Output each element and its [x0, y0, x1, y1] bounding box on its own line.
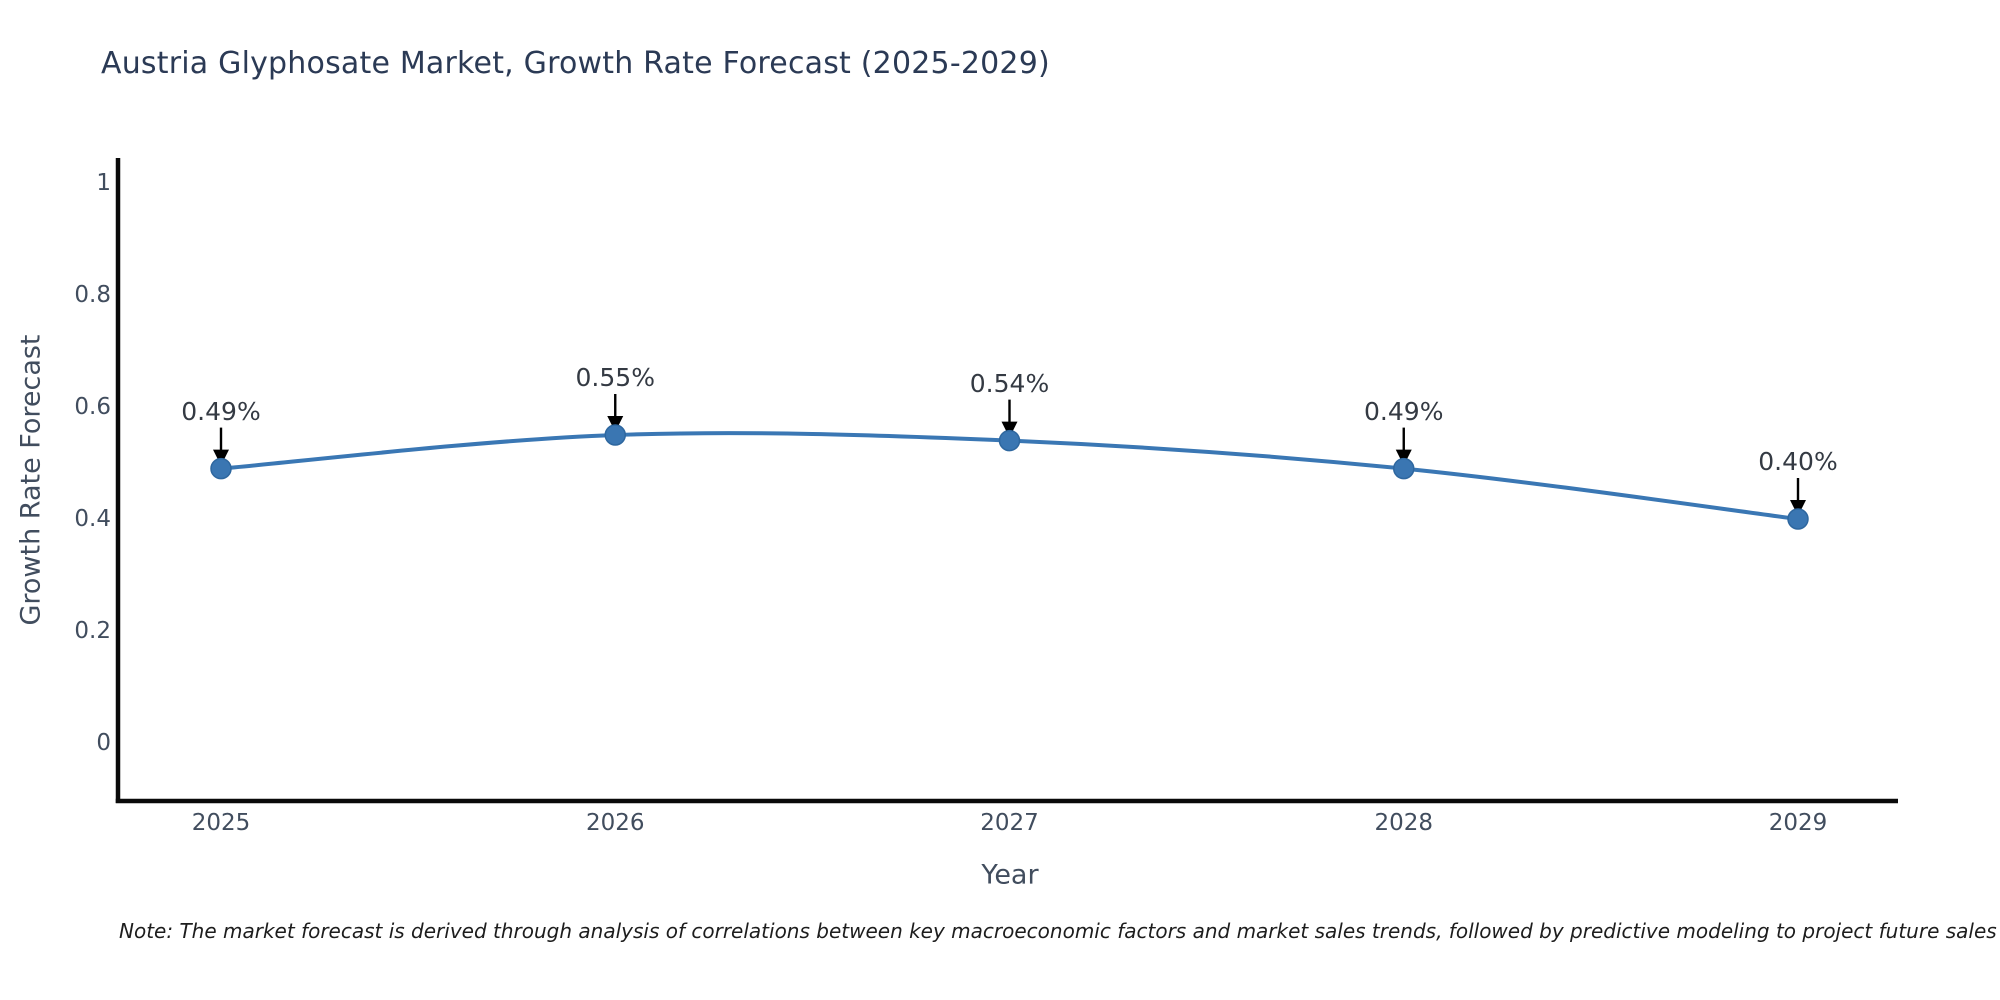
annotation-arrow-head	[1395, 449, 1412, 466]
data-point-marker	[604, 424, 626, 446]
x-tick-label: 2025	[191, 810, 251, 836]
chart-title: Austria Glyphosate Market, Growth Rate F…	[101, 46, 1050, 81]
annotation-arrow-head	[1001, 421, 1018, 438]
data-point-label: 0.49%	[1364, 396, 1444, 426]
data-point-marker	[1393, 457, 1415, 480]
data-point-marker	[210, 457, 232, 480]
y-tick-label: 0.2	[74, 618, 111, 644]
data-point-marker	[998, 429, 1021, 452]
data-point-label: 0.55%	[575, 363, 655, 392]
x-tick-label: 2026	[585, 810, 645, 836]
data-point-marker	[1787, 508, 1809, 530]
y-tick-label: 0.8	[74, 282, 111, 308]
annotation-arrow-head	[1790, 500, 1806, 516]
x-tick-label: 2028	[1374, 810, 1434, 836]
annotation-arrow-head	[607, 416, 624, 432]
data-point-label: 0.49%	[181, 396, 261, 426]
data-point-label: 0.40%	[1758, 447, 1838, 476]
footnote: Note: The market forecast is derived thr…	[119, 919, 1997, 943]
y-tick-label: 0.4	[74, 506, 111, 532]
data-point-label: 0.54%	[969, 368, 1050, 398]
y-tick-label: 0	[96, 730, 111, 756]
x-tick-label: 2029	[1768, 810, 1828, 836]
x-tick-label: 2027	[980, 810, 1039, 836]
annotation-arrow-head	[213, 449, 229, 466]
y-tick-label: 0.6	[74, 394, 111, 420]
x-axis-title: Year	[981, 859, 1039, 891]
y-tick-label: 1	[96, 170, 111, 196]
